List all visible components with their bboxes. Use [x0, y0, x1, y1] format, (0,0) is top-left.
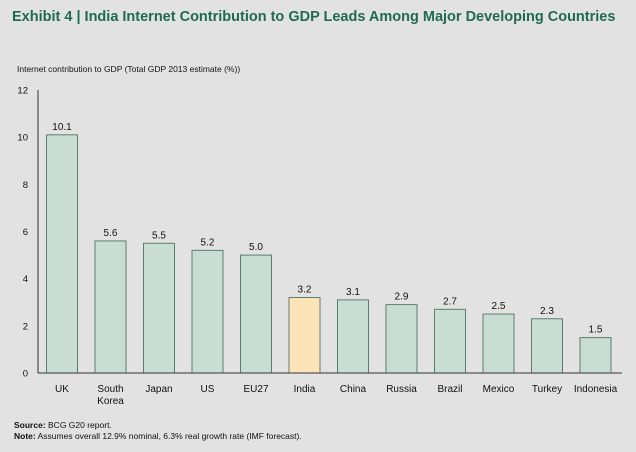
x-tick-label: Mexico	[483, 384, 515, 395]
bar-turkey	[531, 318, 563, 374]
x-tick-label: UK	[55, 384, 69, 395]
x-tick-label: Korea	[97, 396, 124, 407]
bar-us	[191, 249, 224, 374]
y-tick-label: 4	[23, 274, 28, 285]
x-tick-label: South	[97, 384, 123, 395]
note-line: Note: Assumes overall 12.9% nominal, 6.3…	[14, 431, 302, 442]
x-tick-label: Brazil	[437, 384, 462, 395]
source-line: Source: BCG G20 report.	[14, 420, 302, 431]
chart-title: Exhibit 4 | India Internet Contribution …	[12, 9, 616, 25]
bar-indonesia	[579, 337, 612, 374]
y-axis-label: Internet contribution to GDP (Total GDP …	[17, 64, 241, 74]
y-tick-label: 12	[17, 86, 28, 97]
bar-eu27	[240, 254, 272, 374]
x-tick-label: Russia	[386, 384, 417, 395]
data-label: 2.3	[540, 306, 554, 317]
bar-uk	[46, 134, 78, 374]
x-tick-label: US	[201, 384, 215, 395]
data-label: 2.7	[443, 296, 457, 307]
note-text: Assumes overall 12.9% nominal, 6.3% real…	[35, 431, 302, 441]
bar-south-korea	[94, 240, 127, 374]
bar-china	[337, 299, 369, 374]
source-text: BCG G20 report.	[45, 420, 112, 430]
data-label: 5.6	[104, 228, 118, 239]
data-label: 5.0	[249, 242, 263, 253]
bar-brazil	[434, 308, 466, 374]
bar-mexico	[482, 313, 515, 374]
note-label: Note:	[14, 431, 36, 441]
data-label: 1.5	[589, 325, 603, 336]
data-label: 2.5	[492, 301, 506, 312]
x-tick-label: China	[340, 384, 367, 395]
y-tick-label: 6	[23, 227, 28, 238]
data-label: 5.5	[152, 230, 166, 241]
x-tick-label: India	[294, 384, 316, 395]
data-label: 3.2	[298, 285, 312, 296]
y-tick-label: 8	[23, 180, 28, 191]
data-label: 5.2	[201, 237, 215, 248]
x-tick-label: Turkey	[532, 384, 562, 395]
data-label: 2.9	[395, 292, 409, 303]
x-tick-label: Indonesia	[574, 384, 618, 395]
y-tick-label: 10	[17, 133, 28, 144]
y-tick-label: 0	[23, 369, 28, 380]
source-label: Source:	[14, 420, 46, 430]
data-label: 3.1	[346, 287, 360, 298]
data-label: 10.1	[52, 122, 72, 133]
x-tick-label: Japan	[145, 384, 172, 395]
x-tick-label: EU27	[243, 384, 268, 395]
footer: Source: BCG G20 report. Note: Assumes ov…	[14, 420, 302, 442]
bar-india	[288, 297, 321, 374]
bar-russia	[385, 304, 418, 374]
bar-japan	[143, 242, 175, 374]
y-tick-label: 2	[23, 321, 28, 332]
